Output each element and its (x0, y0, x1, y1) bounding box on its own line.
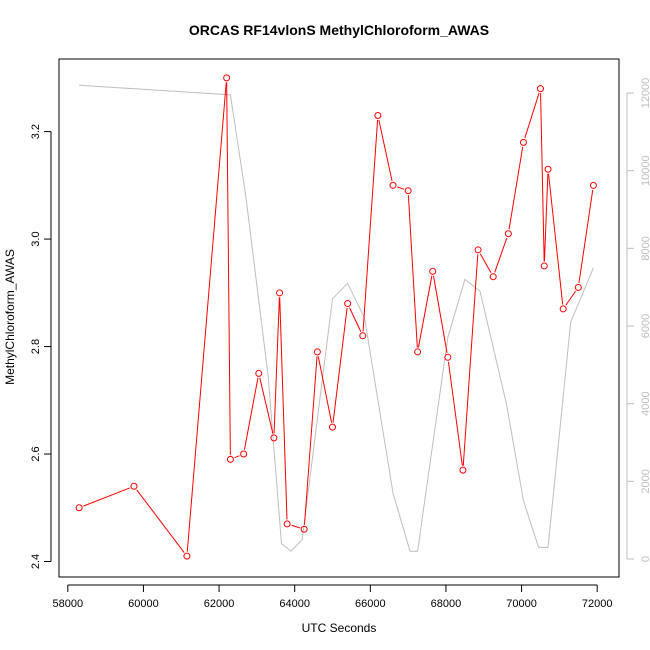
methyl-point (374, 111, 382, 119)
methyl-segment (136, 489, 185, 553)
methyl-segment (447, 361, 463, 466)
y2-tick-label: 2000 (640, 469, 650, 493)
x-tick-label: 66000 (355, 598, 386, 610)
axes: 58000 60000 62000 64000 66000 68000 70000 72000… (30, 78, 650, 610)
chart-title: ORCAS RF14vlonS MethylChloroform_AWAS (189, 22, 489, 38)
methyl-segment (540, 93, 545, 262)
methyl-point (255, 369, 263, 377)
methyl-point (313, 348, 321, 356)
methyl-point (240, 450, 248, 458)
methyl-point (414, 348, 422, 356)
methyl-point (474, 246, 482, 254)
methyl-point (504, 230, 512, 238)
methyl-point (276, 289, 284, 297)
methyl-point (536, 85, 544, 93)
methyl-segment (543, 173, 549, 262)
methyl-segment (291, 524, 300, 529)
methyl-point (329, 423, 336, 431)
y-tick-label: 3.0 (30, 231, 42, 246)
methyl-segment (378, 119, 393, 182)
y-tick-label: 2.4 (30, 554, 42, 569)
y2-tick-label: 10000 (640, 155, 650, 186)
x-tick-label: 68000 (431, 598, 462, 610)
y-axis-label: MethylChloroform_AWAS (3, 249, 17, 385)
x-tick-label: 62000 (204, 598, 235, 610)
methyl-segment (349, 307, 362, 332)
methyl-point (540, 262, 548, 270)
methyl-segment (279, 297, 288, 520)
plot-frame (58, 58, 620, 578)
methyl-point (489, 273, 497, 281)
methyl-segment (332, 307, 348, 423)
methyl-segment (83, 487, 130, 507)
y-tick-label: 2.6 (30, 446, 42, 461)
altitude-series (79, 84, 594, 552)
methyl-point (75, 504, 83, 512)
altitude-line (79, 84, 594, 552)
methyl-segment (362, 119, 379, 332)
y2-tick-label: 4000 (640, 391, 650, 415)
methyl-point (344, 300, 352, 308)
x-tick-label: 70000 (506, 598, 537, 610)
methyl-point (183, 552, 191, 560)
methyl-point (544, 165, 552, 173)
methyl-point (589, 181, 597, 189)
x-tick-label: 58000 (53, 598, 84, 610)
x-tick-label: 64000 (279, 598, 310, 610)
methyl-segment (578, 189, 594, 284)
methyl-segment (407, 195, 418, 348)
y2-tick-label: 12000 (640, 78, 650, 109)
methyl-point (223, 74, 231, 82)
x-tick-label: 60000 (128, 598, 159, 610)
methyl-point (429, 267, 437, 275)
methyl-segment (234, 455, 240, 459)
methyl-chloroform-series (75, 74, 597, 560)
methyl-point (389, 181, 397, 189)
y-tick-label: 2.8 (30, 339, 42, 354)
x-tick-label: 72000 (582, 598, 613, 610)
y2-tick-label: 0 (640, 556, 650, 562)
methyl-point (270, 434, 278, 442)
y2-tick-label: 8000 (640, 236, 650, 260)
methyl-point (283, 520, 291, 528)
methyl-point (559, 305, 567, 313)
methyl-segment (186, 82, 227, 552)
methyl-segment (494, 237, 508, 273)
methyl-segment (303, 356, 318, 525)
methyl-point (300, 525, 308, 533)
methyl-point (359, 332, 367, 340)
methyl-segment (508, 146, 524, 230)
methyl-point (574, 283, 582, 291)
methyl-segment (432, 275, 448, 353)
methyl-segment (462, 254, 479, 466)
methyl-segment (524, 92, 540, 139)
methyl-point (130, 482, 138, 490)
methyl-segment (243, 377, 259, 450)
methyl-segment (226, 82, 231, 455)
methyl-segment (479, 253, 492, 274)
methyl-point (519, 138, 527, 146)
methyl-segment (317, 356, 333, 423)
methyl-point (444, 353, 452, 361)
methyl-point (459, 466, 467, 474)
methyl-point (226, 455, 234, 463)
methyl-point (404, 187, 412, 195)
methyl-segment (273, 297, 280, 434)
methyl-segment (548, 173, 564, 305)
x-axis-label: UTC Seconds (302, 621, 377, 635)
methyl-segment (397, 186, 405, 190)
methyl-segment (259, 377, 274, 434)
methyl-segment (565, 290, 577, 306)
y-tick-label: 3.2 (30, 124, 42, 139)
y2-tick-label: 6000 (640, 314, 650, 338)
methyl-segment (417, 275, 433, 348)
